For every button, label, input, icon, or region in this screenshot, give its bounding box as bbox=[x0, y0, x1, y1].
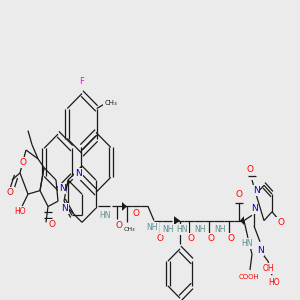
Text: CH₃: CH₃ bbox=[123, 227, 135, 232]
Text: O: O bbox=[188, 234, 194, 243]
Text: NH: NH bbox=[194, 225, 206, 234]
Text: O: O bbox=[20, 158, 26, 167]
Text: O: O bbox=[227, 234, 235, 243]
Polygon shape bbox=[122, 202, 127, 211]
Text: HO: HO bbox=[268, 278, 280, 287]
Text: O: O bbox=[247, 165, 254, 174]
Text: N: N bbox=[61, 204, 68, 213]
Text: OH: OH bbox=[262, 264, 274, 273]
Text: HO: HO bbox=[14, 207, 26, 216]
Text: N: N bbox=[253, 186, 260, 195]
Text: O: O bbox=[7, 188, 14, 197]
Text: N: N bbox=[58, 184, 65, 193]
Polygon shape bbox=[174, 216, 180, 225]
Text: F: F bbox=[80, 77, 84, 86]
Text: O: O bbox=[208, 234, 214, 243]
Text: NH: NH bbox=[162, 225, 174, 234]
Text: COOH: COOH bbox=[238, 274, 260, 280]
Text: HN: HN bbox=[176, 225, 188, 234]
Text: CH₃: CH₃ bbox=[104, 100, 117, 106]
Text: HN: HN bbox=[241, 239, 253, 248]
Polygon shape bbox=[240, 216, 244, 225]
Text: N: N bbox=[256, 246, 263, 255]
Text: NH: NH bbox=[146, 223, 158, 232]
Text: O: O bbox=[157, 234, 164, 243]
Text: O: O bbox=[133, 209, 140, 218]
Text: O: O bbox=[278, 218, 284, 227]
Text: HN: HN bbox=[99, 211, 111, 220]
Text: N: N bbox=[250, 204, 257, 213]
Text: O: O bbox=[236, 190, 242, 199]
Text: N: N bbox=[75, 169, 82, 178]
Text: NH: NH bbox=[214, 225, 226, 234]
Text: O: O bbox=[49, 220, 56, 229]
Text: O: O bbox=[116, 221, 122, 230]
